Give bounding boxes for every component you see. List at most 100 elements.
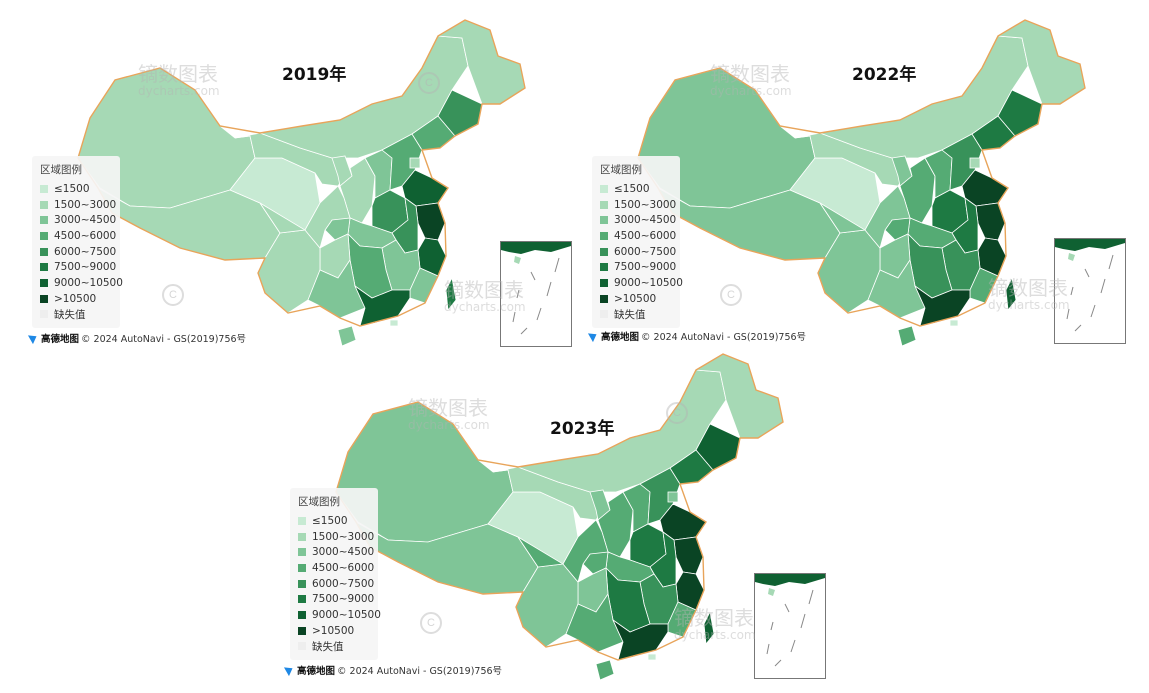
legend-item[interactable]: 6000~7500	[600, 244, 677, 260]
attribution-logo: 高德地图	[297, 666, 336, 677]
legend-label: 4500~6000	[54, 229, 117, 242]
legend-item[interactable]: 4500~6000	[600, 228, 677, 244]
legend-label: 7500~9000	[54, 261, 117, 274]
province-hk-macau[interactable]	[949, 319, 959, 327]
legend-label: 6000~7500	[614, 245, 677, 258]
legend-item[interactable]: 1500~3000	[298, 529, 374, 545]
legend-item[interactable]: 1500~3000	[40, 197, 117, 213]
province-hk-macau[interactable]	[647, 653, 657, 661]
country-border	[335, 353, 784, 661]
province-fujian[interactable]	[667, 601, 697, 638]
legend-title: 区域图例	[600, 164, 642, 176]
amap-nav-icon	[587, 329, 600, 343]
map-title: 2023年	[550, 419, 615, 439]
china-map-2022	[637, 19, 1086, 347]
inset-boundary-dash	[800, 613, 806, 629]
province-fujian[interactable]	[969, 267, 999, 304]
legend-swatch	[600, 294, 608, 303]
legend-swatch	[298, 642, 306, 651]
legend-item[interactable]: >10500	[600, 291, 674, 307]
map-attribution: 高德地图 © 2024 AutoNavi - GS(2019)756号	[587, 329, 807, 343]
legend-item[interactable]: 4500~6000	[40, 228, 117, 244]
legend-item[interactable]: >10500	[40, 291, 114, 307]
south-china-sea-inset-map	[501, 242, 571, 335]
province-hk-macau[interactable]	[389, 319, 399, 327]
legend-label: 缺失值	[614, 308, 646, 321]
legend-label: 3000~4500	[614, 214, 677, 227]
province-sichuan[interactable]	[819, 185, 911, 249]
map-attribution: 高德地图 © 2024 AutoNavi - GS(2019)756号	[283, 663, 502, 677]
legend-swatch	[298, 548, 306, 557]
legend-swatch	[40, 184, 48, 193]
legend-item[interactable]: 3000~4500	[298, 544, 375, 560]
legend-title: 区域图例	[298, 496, 340, 508]
province-hainan[interactable]	[897, 325, 917, 347]
inset-boundary-dash	[1100, 278, 1106, 294]
legend-item[interactable]: 6000~7500	[40, 244, 116, 260]
legend-swatch	[600, 278, 608, 287]
inset-boundary-dash	[1066, 308, 1070, 320]
south-china-sea-inset	[754, 573, 826, 679]
legend-item[interactable]: 缺失值	[40, 307, 114, 323]
province-sichuan[interactable]	[259, 185, 351, 249]
map-panel-2022: 2022年 区域图例 ≤1500 1500~3000 3000~4500 4500~60…	[580, 8, 1140, 353]
legend-item[interactable]: 7500~9000	[298, 591, 374, 607]
map-attribution: 高德地图 © 2024 AutoNavi - GS(2019)756号	[27, 331, 247, 345]
inset-boundary-dash	[774, 659, 782, 667]
legend-swatch	[600, 184, 608, 193]
inset-boundary-dash	[770, 621, 774, 631]
province-tianjin[interactable]	[667, 491, 679, 503]
legend-swatch	[600, 247, 608, 256]
legend-swatch	[40, 263, 48, 272]
legend-item[interactable]: ≤1500	[298, 513, 372, 529]
legend-item[interactable]: 7500~9000	[600, 259, 676, 275]
legend-swatch	[40, 278, 48, 287]
province-taiwan[interactable]	[1005, 276, 1017, 312]
province-taiwan[interactable]	[445, 276, 457, 312]
legend-label: >10500	[312, 624, 355, 637]
province-hainan[interactable]	[595, 659, 615, 681]
legend-item[interactable]: 缺失值	[600, 307, 674, 323]
legend-item[interactable]: 9000~10500	[600, 275, 683, 291]
legend-item[interactable]: 3000~4500	[600, 212, 677, 228]
map-title: 2019年	[282, 65, 347, 85]
province-taiwan[interactable]	[703, 610, 715, 646]
legend-swatch	[600, 200, 608, 209]
legend-swatch	[40, 200, 48, 209]
legend-item[interactable]: 4500~6000	[298, 560, 374, 576]
legend-item[interactable]: ≤1500	[600, 181, 674, 197]
legend-item[interactable]: 7500~9000	[40, 259, 117, 275]
province-fujian[interactable]	[409, 267, 439, 304]
legend-swatch	[298, 563, 306, 572]
province-hainan[interactable]	[337, 325, 357, 347]
legend-item[interactable]: 1500~3000	[600, 197, 676, 213]
legend-item[interactable]: >10500	[298, 623, 372, 639]
province-tianjin[interactable]	[409, 157, 421, 169]
inset-boundary-dash	[1108, 254, 1114, 270]
province-sichuan[interactable]	[517, 519, 609, 583]
legend-label: ≤1500	[614, 182, 650, 195]
legend-swatch	[40, 294, 48, 303]
attribution-text: © 2024 AutoNavi - GS(2019)756号	[641, 332, 807, 343]
legend-panel: 区域图例 ≤1500 1500~3000 3000~4500 4500~6000 6000…	[592, 156, 683, 329]
legend-item[interactable]: 6000~7500	[298, 576, 375, 592]
legend-swatch	[298, 516, 306, 525]
legend-item[interactable]: 3000~4500	[40, 212, 116, 228]
legend-swatch	[600, 310, 608, 319]
attribution-text: © 2024 AutoNavi - GS(2019)756号	[81, 334, 247, 345]
south-china-sea-inset	[1054, 238, 1126, 344]
legend-label: 6000~7500	[312, 577, 375, 590]
legend-item[interactable]: 9000~10500	[298, 607, 381, 623]
map-title: 2022年	[852, 65, 917, 85]
legend-label: 3000~4500	[312, 546, 375, 559]
legend-label: 9000~10500	[312, 608, 381, 621]
china-map-2023	[335, 353, 784, 681]
legend-label: 1500~3000	[54, 198, 117, 211]
legend-item[interactable]: 9000~10500	[40, 275, 123, 291]
legend-item[interactable]: ≤1500	[40, 181, 114, 197]
legend-label: 4500~6000	[614, 229, 677, 242]
province-tianjin[interactable]	[969, 157, 981, 169]
south-china-sea-inset-map	[755, 574, 825, 667]
inset-boundary-dash	[520, 327, 528, 335]
legend-item[interactable]: 缺失值	[298, 639, 372, 655]
